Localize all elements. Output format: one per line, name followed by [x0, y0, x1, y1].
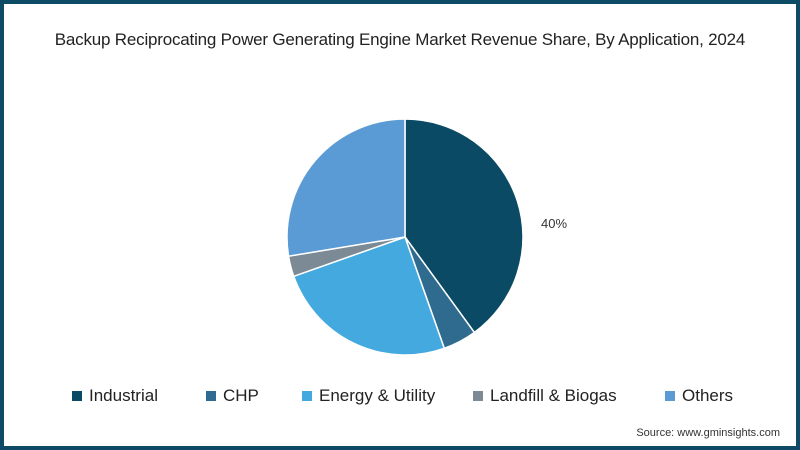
industrial-data-label: 40% [541, 216, 568, 231]
legend-swatch-industrial [72, 391, 82, 401]
legend-label: CHP [223, 386, 259, 405]
legend-item-others[interactable]: Others [665, 386, 733, 406]
legend-label: Energy & Utility [319, 386, 436, 405]
legend-label: Landfill & Biogas [490, 386, 617, 405]
legend-swatch-landfill-biogas [473, 391, 483, 401]
legend-item-energy-utility[interactable]: Energy & Utility [302, 386, 435, 406]
legend-swatch-chp [206, 391, 216, 401]
chart-legend: Industrial CHP Energy & Utility Landfill… [0, 386, 800, 408]
source-note: Source: www.gminsights.com [636, 427, 780, 439]
legend-label: Industrial [89, 386, 158, 405]
legend-item-chp[interactable]: CHP [206, 386, 259, 406]
legend-swatch-others [665, 391, 675, 401]
legend-item-landfill-biogas[interactable]: Landfill & Biogas [473, 386, 617, 406]
legend-item-industrial[interactable]: Industrial [72, 386, 158, 406]
pie-slice-energy-utility[interactable] [292, 236, 446, 356]
pie-slice-others[interactable] [286, 118, 406, 258]
legend-label: Others [682, 386, 734, 405]
legend-swatch-energy-utility [302, 391, 312, 401]
chart-title: Backup Reciprocating Power Generating En… [54, 30, 746, 49]
pie-slice-industrial[interactable] [404, 118, 524, 334]
